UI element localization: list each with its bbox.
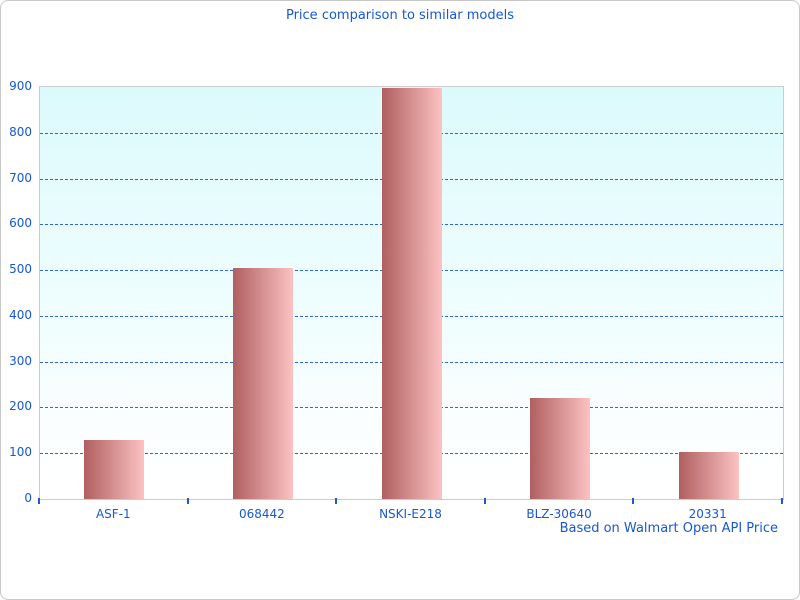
y-tick-label: 0 xyxy=(24,491,32,505)
bar-068442 xyxy=(232,267,293,499)
y-tick-label: 900 xyxy=(9,79,32,93)
chart-footer: Based on Walmart Open API Price xyxy=(559,521,778,536)
bar-NSKI-E218 xyxy=(381,88,442,499)
y-tick-label: 100 xyxy=(9,445,32,460)
x-tick-label: 20331 xyxy=(688,507,727,521)
chart-title: Price comparison to similar models xyxy=(285,8,515,23)
x-axis-tick xyxy=(335,498,338,504)
y-axis: 0 100 200 300 400 500 600 700 800 900 xyxy=(1,1,32,599)
x-axis-tick xyxy=(781,498,783,504)
plot-area xyxy=(39,86,784,500)
y-tick-label: 500 xyxy=(9,262,32,277)
y-tick-label: 600 xyxy=(9,216,32,231)
x-axis-tick xyxy=(38,498,40,504)
bar-20331 xyxy=(678,452,739,499)
x-axis: ASF-1 068442 NSKI-E218 BLZ-30640 20331 xyxy=(39,507,782,525)
x-tick-label: ASF-1 xyxy=(95,507,131,521)
x-axis-tick xyxy=(632,498,635,504)
x-axis-tick xyxy=(483,498,486,504)
y-tick-label: 700 xyxy=(9,170,32,185)
x-tick-label: 068442 xyxy=(238,507,285,521)
y-tick-label: 800 xyxy=(9,124,32,139)
bar-BLZ-30640 xyxy=(530,398,591,499)
y-tick-label: 400 xyxy=(9,307,32,322)
x-tick-label: BLZ-30640 xyxy=(526,507,592,521)
x-axis-tick xyxy=(186,498,189,504)
y-tick-label: 200 xyxy=(9,399,32,414)
bar-ASF-1 xyxy=(84,439,145,499)
y-tick-label: 300 xyxy=(9,353,32,368)
x-tick-label: NSKI-E218 xyxy=(379,507,442,521)
